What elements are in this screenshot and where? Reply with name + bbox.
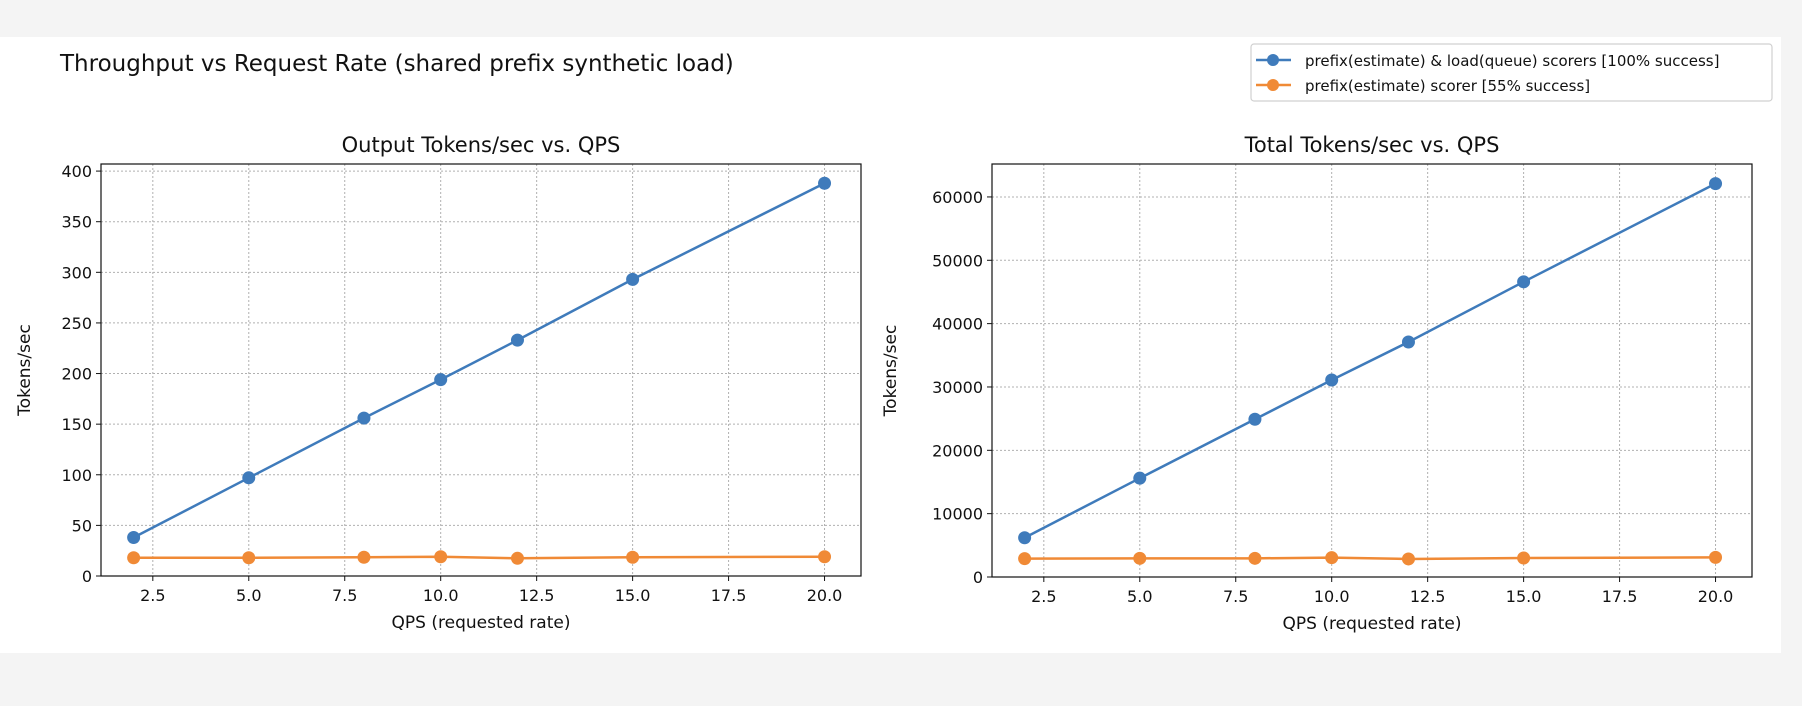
y-tick-label: 0 [82, 567, 92, 586]
legend-entry-0: prefix(estimate) & load(queue) scorers [… [1256, 52, 1719, 70]
x-tick-label: 10.0 [1314, 587, 1350, 606]
data-point-0 [510, 333, 524, 347]
x-tick-label: 10.0 [423, 586, 459, 605]
data-point-1 [434, 550, 448, 564]
series-line-1 [133, 555, 825, 560]
data-point-0 [357, 411, 371, 425]
subplot-title: Output Tokens/sec vs. QPS [342, 133, 621, 157]
y-axis-label: Tokens/sec [15, 324, 35, 417]
data-point-0 [1709, 177, 1723, 191]
data-point-0 [242, 471, 256, 485]
data-point-0 [1248, 412, 1262, 426]
x-tick-label: 2.5 [140, 586, 165, 605]
data-point-0 [1401, 335, 1415, 349]
figure-suptitle: Throughput vs Request Rate (shared prefi… [59, 51, 734, 77]
x-tick-label: 5.0 [236, 586, 261, 605]
x-tick-label: 20.0 [1698, 587, 1734, 606]
x-axis-label: QPS (requested rate) [1283, 614, 1462, 634]
data-point-0 [626, 272, 640, 286]
data-point-0 [1018, 531, 1032, 545]
data-point-1 [127, 551, 141, 565]
figure-background [0, 37, 1781, 653]
data-point-0 [1133, 471, 1147, 485]
data-point-1 [818, 550, 832, 564]
y-tick-label: 150 [61, 415, 92, 434]
y-tick-label: 50 [72, 516, 92, 535]
y-tick-label: 10000 [932, 505, 983, 524]
subplot-title: Total Tokens/sec vs. QPS [1244, 133, 1500, 157]
legend-marker-0 [1267, 54, 1279, 66]
data-point-1 [357, 550, 371, 564]
y-tick-label: 300 [61, 263, 92, 282]
legend-label-1: prefix(estimate) scorer [55% success] [1305, 77, 1590, 95]
data-point-1 [626, 550, 640, 564]
subplot-total-tokens: 2.5 5.0 7.5 10.0 12.5 15.0 17.5 20.0 0 10000 20000… [881, 133, 1753, 634]
x-tick-label: 15.0 [1506, 587, 1542, 606]
data-point-0 [818, 176, 832, 190]
y-tick-label: 100 [61, 466, 92, 485]
x-tick-label: 15.0 [615, 586, 651, 605]
y-tick-label: 50000 [932, 251, 983, 270]
legend: prefix(estimate) & load(queue) scorers [… [1250, 43, 1773, 102]
y-tick-label: 30000 [932, 378, 983, 397]
data-point-1 [242, 551, 256, 565]
y-tick-label: 250 [61, 314, 92, 333]
x-tick-label: 20.0 [807, 586, 843, 605]
y-axis-label: Tokens/sec [881, 325, 901, 418]
x-tick-label: 2.5 [1031, 587, 1056, 606]
x-tick-label: 5.0 [1127, 587, 1152, 606]
axes-frame [991, 163, 1753, 578]
y-tick-label: 40000 [932, 315, 983, 334]
data-point-0 [434, 373, 448, 387]
data-point-1 [1133, 551, 1147, 565]
data-point-1 [1401, 552, 1415, 566]
x-tick-label: 12.5 [1410, 587, 1446, 606]
y-tick-label: 60000 [932, 188, 983, 207]
x-tick-label: 17.5 [1602, 587, 1638, 606]
axes-frame [100, 163, 862, 577]
data-point-0 [1517, 275, 1531, 289]
data-point-1 [1248, 551, 1262, 565]
data-point-1 [1709, 550, 1723, 564]
data-point-1 [1517, 551, 1531, 565]
x-tick-label: 12.5 [519, 586, 555, 605]
x-tick-label: 17.5 [711, 586, 747, 605]
y-tick-label: 350 [61, 213, 92, 232]
series-line-1 [1024, 556, 1716, 561]
subplot-output-tokens: 2.5 5.0 7.5 10.0 12.5 15.0 17.5 20.0 0 50 100 150 20… [15, 133, 862, 633]
data-point-0 [127, 531, 141, 545]
legend-entry-1: prefix(estimate) scorer [55% success] [1256, 77, 1590, 95]
data-point-1 [1018, 552, 1032, 566]
legend-label-0: prefix(estimate) & load(queue) scorers [… [1305, 52, 1719, 70]
legend-frame [1250, 43, 1773, 102]
y-tick-label: 20000 [932, 441, 983, 460]
x-tick-label: 7.5 [332, 586, 357, 605]
data-point-0 [1325, 373, 1339, 387]
y-tick-label: 200 [61, 365, 92, 384]
x-axis-label: QPS (requested rate) [392, 613, 571, 633]
y-tick-label: 400 [61, 162, 92, 181]
data-point-1 [510, 551, 524, 565]
legend-marker-1 [1267, 79, 1279, 91]
x-tick-label: 7.5 [1223, 587, 1248, 606]
y-tick-label: 0 [973, 568, 983, 587]
data-point-1 [1325, 551, 1339, 565]
